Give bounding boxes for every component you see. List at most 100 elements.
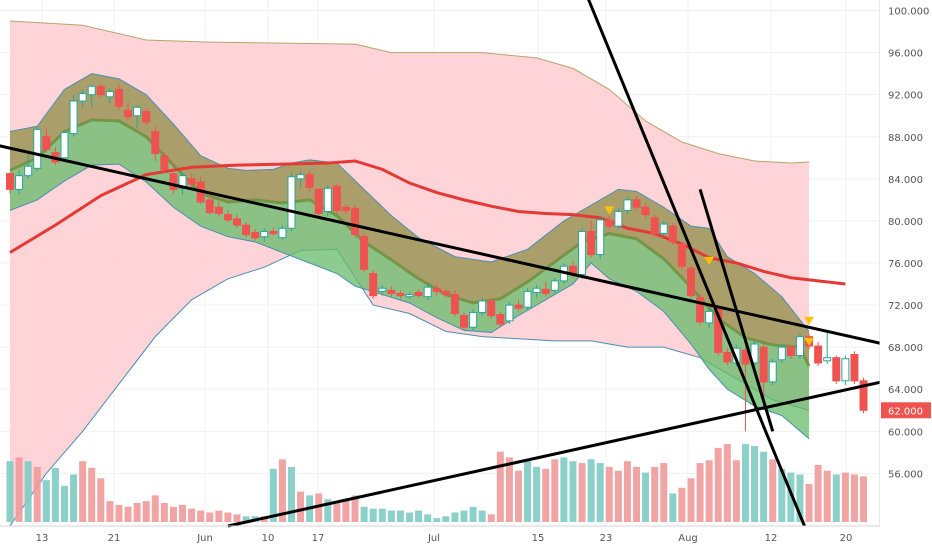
candle: [614, 208, 623, 230]
candle: [360, 233, 369, 273]
volume-bar: [841, 472, 849, 522]
candle: [668, 223, 677, 246]
candle-body: [142, 111, 151, 123]
volume-bar: [287, 466, 295, 522]
price-badge: 62.000: [881, 402, 931, 419]
x-tick-label: 17: [312, 533, 325, 544]
candle-body: [832, 357, 841, 382]
x-tick-label: Aug: [678, 533, 698, 544]
candle-body: [332, 185, 341, 211]
candle: [623, 196, 632, 215]
candle: [432, 284, 441, 296]
candle: [469, 309, 478, 331]
volume-bar: [687, 478, 695, 522]
x-tick-label: Jul: [427, 533, 440, 544]
candle-body: [687, 267, 695, 297]
volume-bar: [487, 514, 495, 522]
candle-body: [677, 243, 686, 267]
candle-body: [460, 315, 468, 328]
outer-band-lower-line: [9, 248, 810, 527]
volume-bar: [696, 463, 704, 522]
y-tick-label: 80.000: [888, 217, 923, 228]
candle: [396, 290, 405, 299]
y-tick-label: 56.000: [888, 469, 923, 480]
candle: [786, 345, 795, 359]
volume-bar: [51, 467, 59, 522]
candle: [832, 355, 841, 384]
candle-body: [296, 174, 305, 180]
volume-bar: [605, 466, 613, 522]
signal-marker: [804, 316, 815, 325]
candle-body: [623, 199, 632, 211]
volume-bar: [732, 460, 740, 522]
candle: [242, 221, 251, 238]
candle-body: [777, 346, 786, 361]
candle: [314, 188, 323, 217]
candle: [142, 108, 151, 126]
volume-bar: [705, 460, 713, 522]
candle: [69, 94, 78, 137]
candle: [632, 195, 641, 211]
candle: [768, 358, 777, 386]
candle-body: [287, 176, 296, 229]
volume-bar: [560, 457, 568, 522]
x-tick-label: 12: [765, 533, 778, 544]
candle-body: [351, 207, 360, 236]
candle: [133, 105, 142, 129]
volume-bar: [442, 516, 450, 522]
volume-bar: [133, 503, 141, 522]
x-tick-label: 15: [532, 533, 545, 544]
markers-group: [604, 206, 815, 346]
volume-bar: [850, 474, 858, 522]
volume-bar: [369, 508, 377, 522]
volume-bar: [278, 459, 286, 522]
candle: [496, 311, 505, 328]
candle-body: [632, 199, 641, 208]
x-tick-label: 21: [108, 533, 121, 544]
y-tick-label: 96.000: [888, 49, 923, 60]
candle-body: [496, 314, 505, 325]
volume-bar: [678, 487, 686, 522]
volume-bar: [832, 474, 840, 522]
volume-bar: [424, 514, 432, 522]
volume-bar: [6, 461, 14, 522]
volume-bar: [596, 463, 604, 522]
candle-body: [96, 85, 105, 96]
candle-body: [786, 346, 795, 357]
candle: [814, 341, 823, 367]
candle-body: [441, 290, 450, 296]
signal-marker: [704, 256, 715, 265]
candle: [414, 289, 423, 298]
candle-body: [105, 91, 114, 98]
candle-body: [523, 290, 532, 308]
candle: [187, 173, 196, 188]
candle-body: [405, 294, 414, 298]
volume-bar: [723, 444, 731, 522]
candle-body: [260, 230, 269, 238]
y-tick-label: 84.000: [888, 175, 923, 186]
candle-body: [187, 178, 196, 185]
candle: [33, 126, 42, 172]
candle-body: [151, 131, 160, 155]
candle-body: [750, 343, 759, 364]
candle: [351, 205, 360, 238]
volume-bar: [297, 491, 305, 522]
candle-body: [414, 291, 423, 297]
candle-body: [124, 109, 133, 118]
volume-bar: [70, 474, 78, 522]
volume-bar: [142, 501, 150, 522]
volume-bar: [623, 461, 631, 522]
volume-bar: [242, 516, 250, 522]
y-tick-label: 72.000: [888, 301, 923, 312]
candle: [233, 214, 241, 229]
candle: [287, 172, 296, 232]
candle: [260, 228, 269, 242]
x-tick-label: 23: [600, 533, 613, 544]
candle: [369, 270, 378, 299]
volume-bar: [97, 478, 105, 522]
candle: [378, 285, 387, 296]
candle: [251, 229, 260, 241]
candle: [677, 241, 686, 270]
candle-body: [323, 187, 332, 212]
candle: [6, 172, 14, 194]
